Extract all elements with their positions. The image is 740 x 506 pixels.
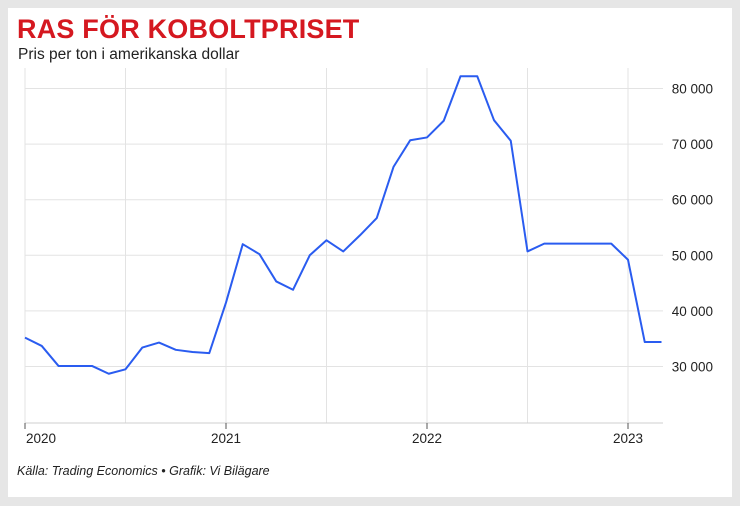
price-line — [24, 75, 662, 375]
y-tick-label: 30 000 — [672, 360, 713, 375]
y-tick-label: 60 000 — [672, 193, 713, 208]
chart-subtitle: Pris per ton i amerikanska dollar — [18, 46, 240, 63]
y-tick-label: 80 000 — [672, 82, 713, 97]
x-tick-label: 2020 — [26, 431, 56, 446]
x-tick-label: 2021 — [211, 431, 241, 446]
y-tick-label: 40 000 — [672, 304, 713, 319]
y-tick-label: 50 000 — [672, 248, 713, 263]
chart-title: RAS FÖR KOBOLTPRISET — [17, 14, 360, 44]
x-tick-label: 2022 — [412, 431, 442, 446]
x-tick-label: 2023 — [613, 431, 643, 446]
y-tick-label: 70 000 — [672, 137, 713, 152]
chart-card — [8, 8, 732, 497]
source-note: Källa: Trading Economics • Grafik: Vi Bi… — [17, 464, 270, 478]
